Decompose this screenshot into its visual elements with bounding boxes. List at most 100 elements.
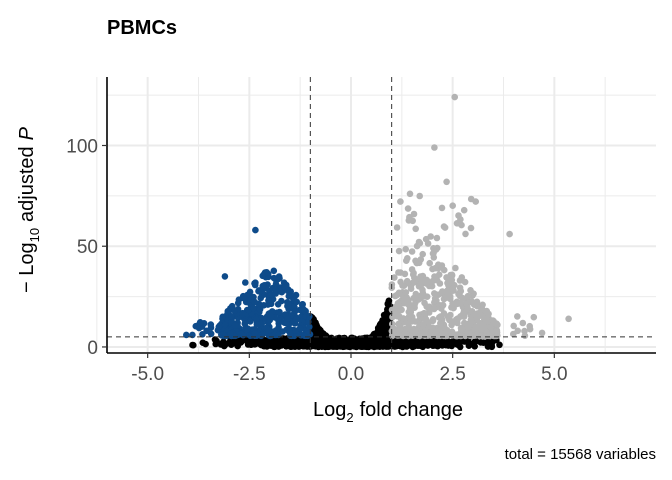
point-down — [275, 275, 282, 283]
point-up — [408, 318, 416, 325]
point-up — [447, 311, 454, 319]
point-down — [196, 319, 204, 326]
point-down — [300, 306, 308, 313]
point-down — [272, 286, 280, 294]
point-up — [420, 321, 427, 329]
point-up — [409, 327, 417, 334]
x-tick-label: -2.5 — [233, 364, 266, 385]
point-ns — [456, 343, 464, 351]
point-up — [406, 190, 414, 198]
point-up — [438, 204, 446, 212]
point-up — [444, 287, 451, 294]
point-down — [270, 267, 278, 275]
point-up — [405, 217, 413, 224]
point-down — [237, 330, 245, 338]
point-up — [448, 276, 456, 284]
y-tick-label: 50 — [77, 237, 98, 258]
point-up — [417, 256, 425, 263]
point-ns — [211, 336, 219, 343]
point-down — [267, 313, 275, 320]
point-up — [412, 225, 420, 233]
point-ns — [322, 340, 329, 347]
point-up — [452, 264, 459, 272]
point-down — [227, 330, 234, 338]
point-up — [565, 315, 572, 323]
point-up — [451, 93, 459, 101]
point-down — [234, 299, 242, 307]
point-down — [284, 287, 292, 295]
point-down — [221, 273, 229, 280]
x-tick-label: -5.0 — [131, 364, 164, 385]
point-up — [412, 277, 419, 284]
point-up — [389, 320, 396, 328]
point-up — [401, 270, 409, 278]
point-ns — [435, 340, 442, 347]
point-up — [420, 309, 428, 317]
cutoff-lines — [107, 77, 656, 353]
point-up — [437, 320, 444, 327]
point-down — [301, 332, 308, 340]
point-up — [388, 332, 396, 339]
point-up — [430, 249, 437, 257]
point-up — [391, 274, 398, 281]
point-up — [432, 328, 440, 336]
point-down — [259, 272, 267, 280]
point-up — [454, 332, 461, 340]
y-tick-label: 0 — [87, 338, 98, 359]
point-down — [284, 315, 292, 322]
point-down — [272, 280, 280, 288]
axes — [106, 77, 656, 354]
point-up — [441, 224, 449, 231]
point-up — [407, 285, 415, 293]
point-down — [306, 323, 313, 331]
point-down — [228, 313, 235, 320]
point-up — [403, 257, 410, 265]
point-down — [278, 297, 285, 305]
chart-title: PBMCs — [107, 17, 177, 39]
point-up — [407, 308, 415, 315]
point-up — [440, 310, 448, 317]
point-down — [231, 322, 239, 329]
point-down — [221, 321, 229, 329]
point-down — [292, 327, 299, 334]
point-down — [275, 324, 282, 331]
point-down — [276, 308, 283, 316]
point-up — [440, 266, 448, 274]
point-ns — [385, 297, 393, 305]
point-up — [431, 295, 439, 302]
point-ns — [274, 338, 282, 346]
point-up — [400, 315, 407, 322]
point-down — [285, 301, 292, 309]
point-down — [306, 313, 313, 320]
point-up — [419, 250, 427, 258]
point-up — [487, 324, 495, 331]
point-ns — [248, 339, 256, 347]
point-up — [538, 329, 546, 337]
x-axis-label: Log2 fold change — [313, 399, 463, 425]
point-up — [420, 314, 427, 322]
point-up — [403, 331, 411, 338]
point-up — [438, 325, 445, 332]
point-down — [259, 282, 267, 290]
point-up — [458, 274, 466, 281]
point-up — [419, 289, 427, 297]
point-up — [460, 309, 467, 317]
point-down — [265, 297, 272, 304]
point-down — [195, 324, 203, 332]
point-up — [460, 206, 468, 214]
point-ns — [336, 339, 344, 347]
point-up — [526, 322, 533, 330]
point-up — [404, 300, 412, 308]
point-up — [420, 277, 427, 285]
point-down — [252, 226, 259, 234]
point-ns — [410, 338, 417, 346]
point-up — [430, 305, 438, 313]
point-up — [448, 304, 455, 311]
point-down — [239, 294, 247, 302]
point-up — [394, 300, 402, 307]
point-up — [464, 292, 472, 300]
point-ns — [359, 342, 367, 350]
point-up — [455, 290, 462, 298]
point-up — [424, 332, 432, 340]
